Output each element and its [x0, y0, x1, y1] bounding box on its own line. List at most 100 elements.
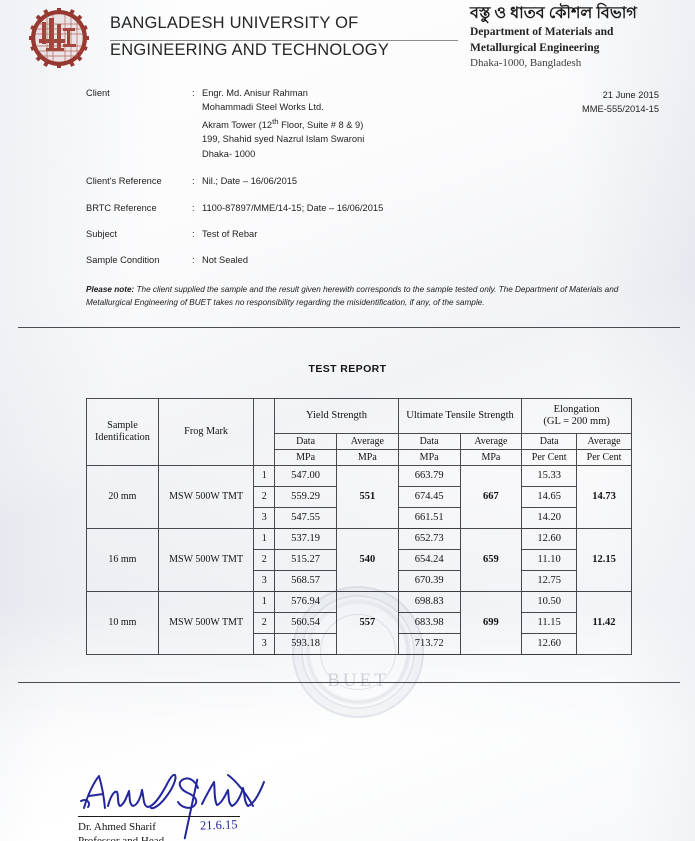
col-header-frog-mark: Frog Mark [157, 398, 255, 466]
client-colon: : [192, 88, 195, 98]
meta-row-client: Client : Engr. Md. Anisur Rahman Mohamma… [86, 86, 556, 161]
col-header-sample-identification: Sample Identification [86, 398, 159, 466]
cell-specimen-number: 2 [253, 549, 276, 571]
cell-uts-data: 652.73 [397, 528, 461, 550]
cell-specimen-number: 2 [253, 486, 276, 508]
cell-yield-data: 515.27 [274, 549, 337, 571]
subject-label: Subject [86, 228, 118, 239]
seal-text: BUET [327, 670, 389, 691]
col-header-uts-average: Average [459, 433, 523, 450]
meta-row-clients-reference: Client's Reference : Nil.; Date – 16/06/… [86, 174, 556, 188]
cell-uts-data: 683.98 [397, 612, 461, 634]
cell-uts-data: 654.24 [397, 549, 461, 571]
handwritten-date: 21.6.15 [199, 817, 238, 833]
cell-specimen-number: 1 [253, 465, 276, 487]
cell-elongation-average: 14.73 [576, 465, 632, 529]
header-divider [110, 40, 458, 41]
brtc-reference-value: 1100-87897/MME/14-15; Date – 16/06/2015 [202, 202, 384, 213]
elongation-gauge-length: (GL = 200 mm) [543, 416, 610, 427]
cell-frog-mark: MSW 500W TMT [157, 465, 255, 529]
cell-yield-average: 557 [335, 591, 399, 655]
signature-line [78, 816, 240, 817]
col-header-elongation: Elongation (GL = 200 mm) [521, 398, 632, 434]
table-row: 16 mm MSW 500W TMT 1 537.19 540 652.73 6… [86, 528, 632, 592]
unit-yield-average: MPa [335, 449, 399, 466]
cell-uts-data: 698.83 [397, 591, 461, 613]
cell-yield-data: 559.29 [274, 486, 337, 508]
cell-elongation-average: 12.15 [576, 528, 632, 592]
cell-sample-identification: 10 mm [86, 591, 159, 655]
client-address-line-2: 199, Shahid syed Nazrul Islam Swaroni [202, 134, 365, 145]
document-header: BANGLADESH UNIVERSITY OF ENGINEERING AND… [0, 0, 695, 74]
cell-yield-data: 593.18 [274, 633, 337, 655]
col-header-ultimate-tensile-strength: Ultimate Tensile Strength [397, 398, 523, 434]
report-number: MME-555/2014-15 [582, 104, 659, 115]
cell-yield-data: 568.57 [274, 570, 337, 592]
cell-uts-data: 661.51 [397, 507, 461, 529]
department-name-line-1: Department of Materials and [470, 26, 614, 38]
client-meta-block: Client : Engr. Md. Anisur Rahman Mohamma… [86, 86, 556, 272]
cell-uts-data: 670.39 [397, 570, 461, 592]
cell-elongation-data: 10.50 [521, 591, 578, 613]
cell-specimen-number: 3 [253, 507, 276, 529]
cell-uts-data: 713.72 [397, 633, 461, 655]
table-header-row-groups: Sample Identification Frog Mark Yield St… [86, 398, 632, 466]
table-head: Sample Identification Frog Mark Yield St… [86, 398, 632, 466]
issue-date: 21 June 2015 [602, 90, 659, 100]
unit-elongation-average: Per Cent [576, 449, 632, 466]
cell-frog-mark: MSW 500W TMT [157, 591, 255, 655]
cell-elongation-data: 12.60 [521, 633, 578, 655]
client-value: Engr. Md. Anisur Rahman Mohammadi Steel … [202, 86, 364, 161]
cell-yield-average: 551 [335, 465, 399, 529]
client-company: Mohammadi Steel Works Ltd. [202, 102, 324, 113]
cell-sample-identification: 16 mm [86, 528, 159, 592]
sample-condition-value: Not Sealed [202, 255, 248, 266]
meta-row-subject: Subject : Test of Rebar [86, 227, 556, 241]
client-address-line-1: Akram Tower (12th Floor, Suite # 8 & 9) [202, 115, 364, 133]
table-row: 10 mm MSW 500W TMT 1 576.94 557 698.83 6… [86, 591, 632, 655]
cell-elongation-data: 11.15 [521, 612, 578, 634]
cell-elongation-data: 12.60 [521, 528, 578, 550]
brtc-reference-label: BRTC Reference [86, 202, 157, 213]
cell-uts-data: 674.45 [397, 486, 461, 508]
client-address-pre: Akram Tower (12 [202, 119, 273, 130]
col-header-yield-average: Average [335, 433, 399, 450]
unit-uts-average: MPa [459, 449, 523, 466]
col-header-elongation-data: Data [521, 433, 578, 450]
cell-elongation-data: 14.20 [521, 507, 578, 529]
cell-elongation-data: 14.65 [521, 486, 578, 508]
cell-yield-data: 537.19 [274, 528, 337, 550]
cell-specimen-number: 2 [253, 612, 276, 634]
unit-yield-data: MPa [274, 449, 337, 466]
department-block: বস্তু ও ধাতব কৌশল বিভাগ Department of Ma… [470, 4, 695, 70]
department-name-line-2: Metallurgical Engineering [470, 41, 600, 54]
cell-uts-average: 667 [459, 465, 523, 529]
subject-colon: : [192, 228, 195, 239]
cell-uts-data: 663.79 [397, 465, 461, 487]
cell-specimen-number: 1 [253, 591, 276, 613]
clients-reference-label: Client's Reference [86, 176, 162, 187]
clients-reference-value: Nil.; Date – 16/06/2015 [202, 176, 298, 187]
col-header-yield-strength: Yield Strength [274, 398, 399, 434]
cell-elongation-data: 11.10 [521, 549, 578, 571]
meta-row-sample-condition: Sample Condition : Not Sealed [86, 253, 556, 267]
cell-elongation-data: 12.75 [521, 570, 578, 592]
please-note-lead: Please note: [86, 285, 135, 294]
cell-yield-average: 540 [335, 528, 399, 592]
clients-reference-colon: : [192, 176, 195, 187]
cell-yield-data: 547.55 [274, 507, 337, 529]
col-header-yield-data: Data [274, 433, 337, 450]
university-title-line-1: BANGLADESH UNIVERSITY OF [110, 14, 359, 32]
client-label: Client [86, 88, 110, 98]
table-body: 20 mm MSW 500W TMT 1 547.00 551 663.79 6… [86, 465, 632, 655]
university-title: BANGLADESH UNIVERSITY OF ENGINEERING AND… [110, 10, 460, 64]
report-identification-block: 21 June 2015 MME-555/2014-15 [582, 88, 659, 117]
cell-sample-identification: 20 mm [86, 465, 159, 529]
cell-uts-average: 699 [459, 591, 523, 655]
cell-elongation-data: 15.33 [521, 465, 578, 487]
test-results-table-wrap: Sample Identification Frog Mark Yield St… [86, 398, 632, 655]
client-address-post: Floor, Suite # 8 & 9) [278, 119, 364, 130]
department-name-bangla: বস্তু ও ধাতব কৌশল বিভাগ [470, 5, 637, 22]
handwritten-signature-icon [78, 768, 293, 814]
